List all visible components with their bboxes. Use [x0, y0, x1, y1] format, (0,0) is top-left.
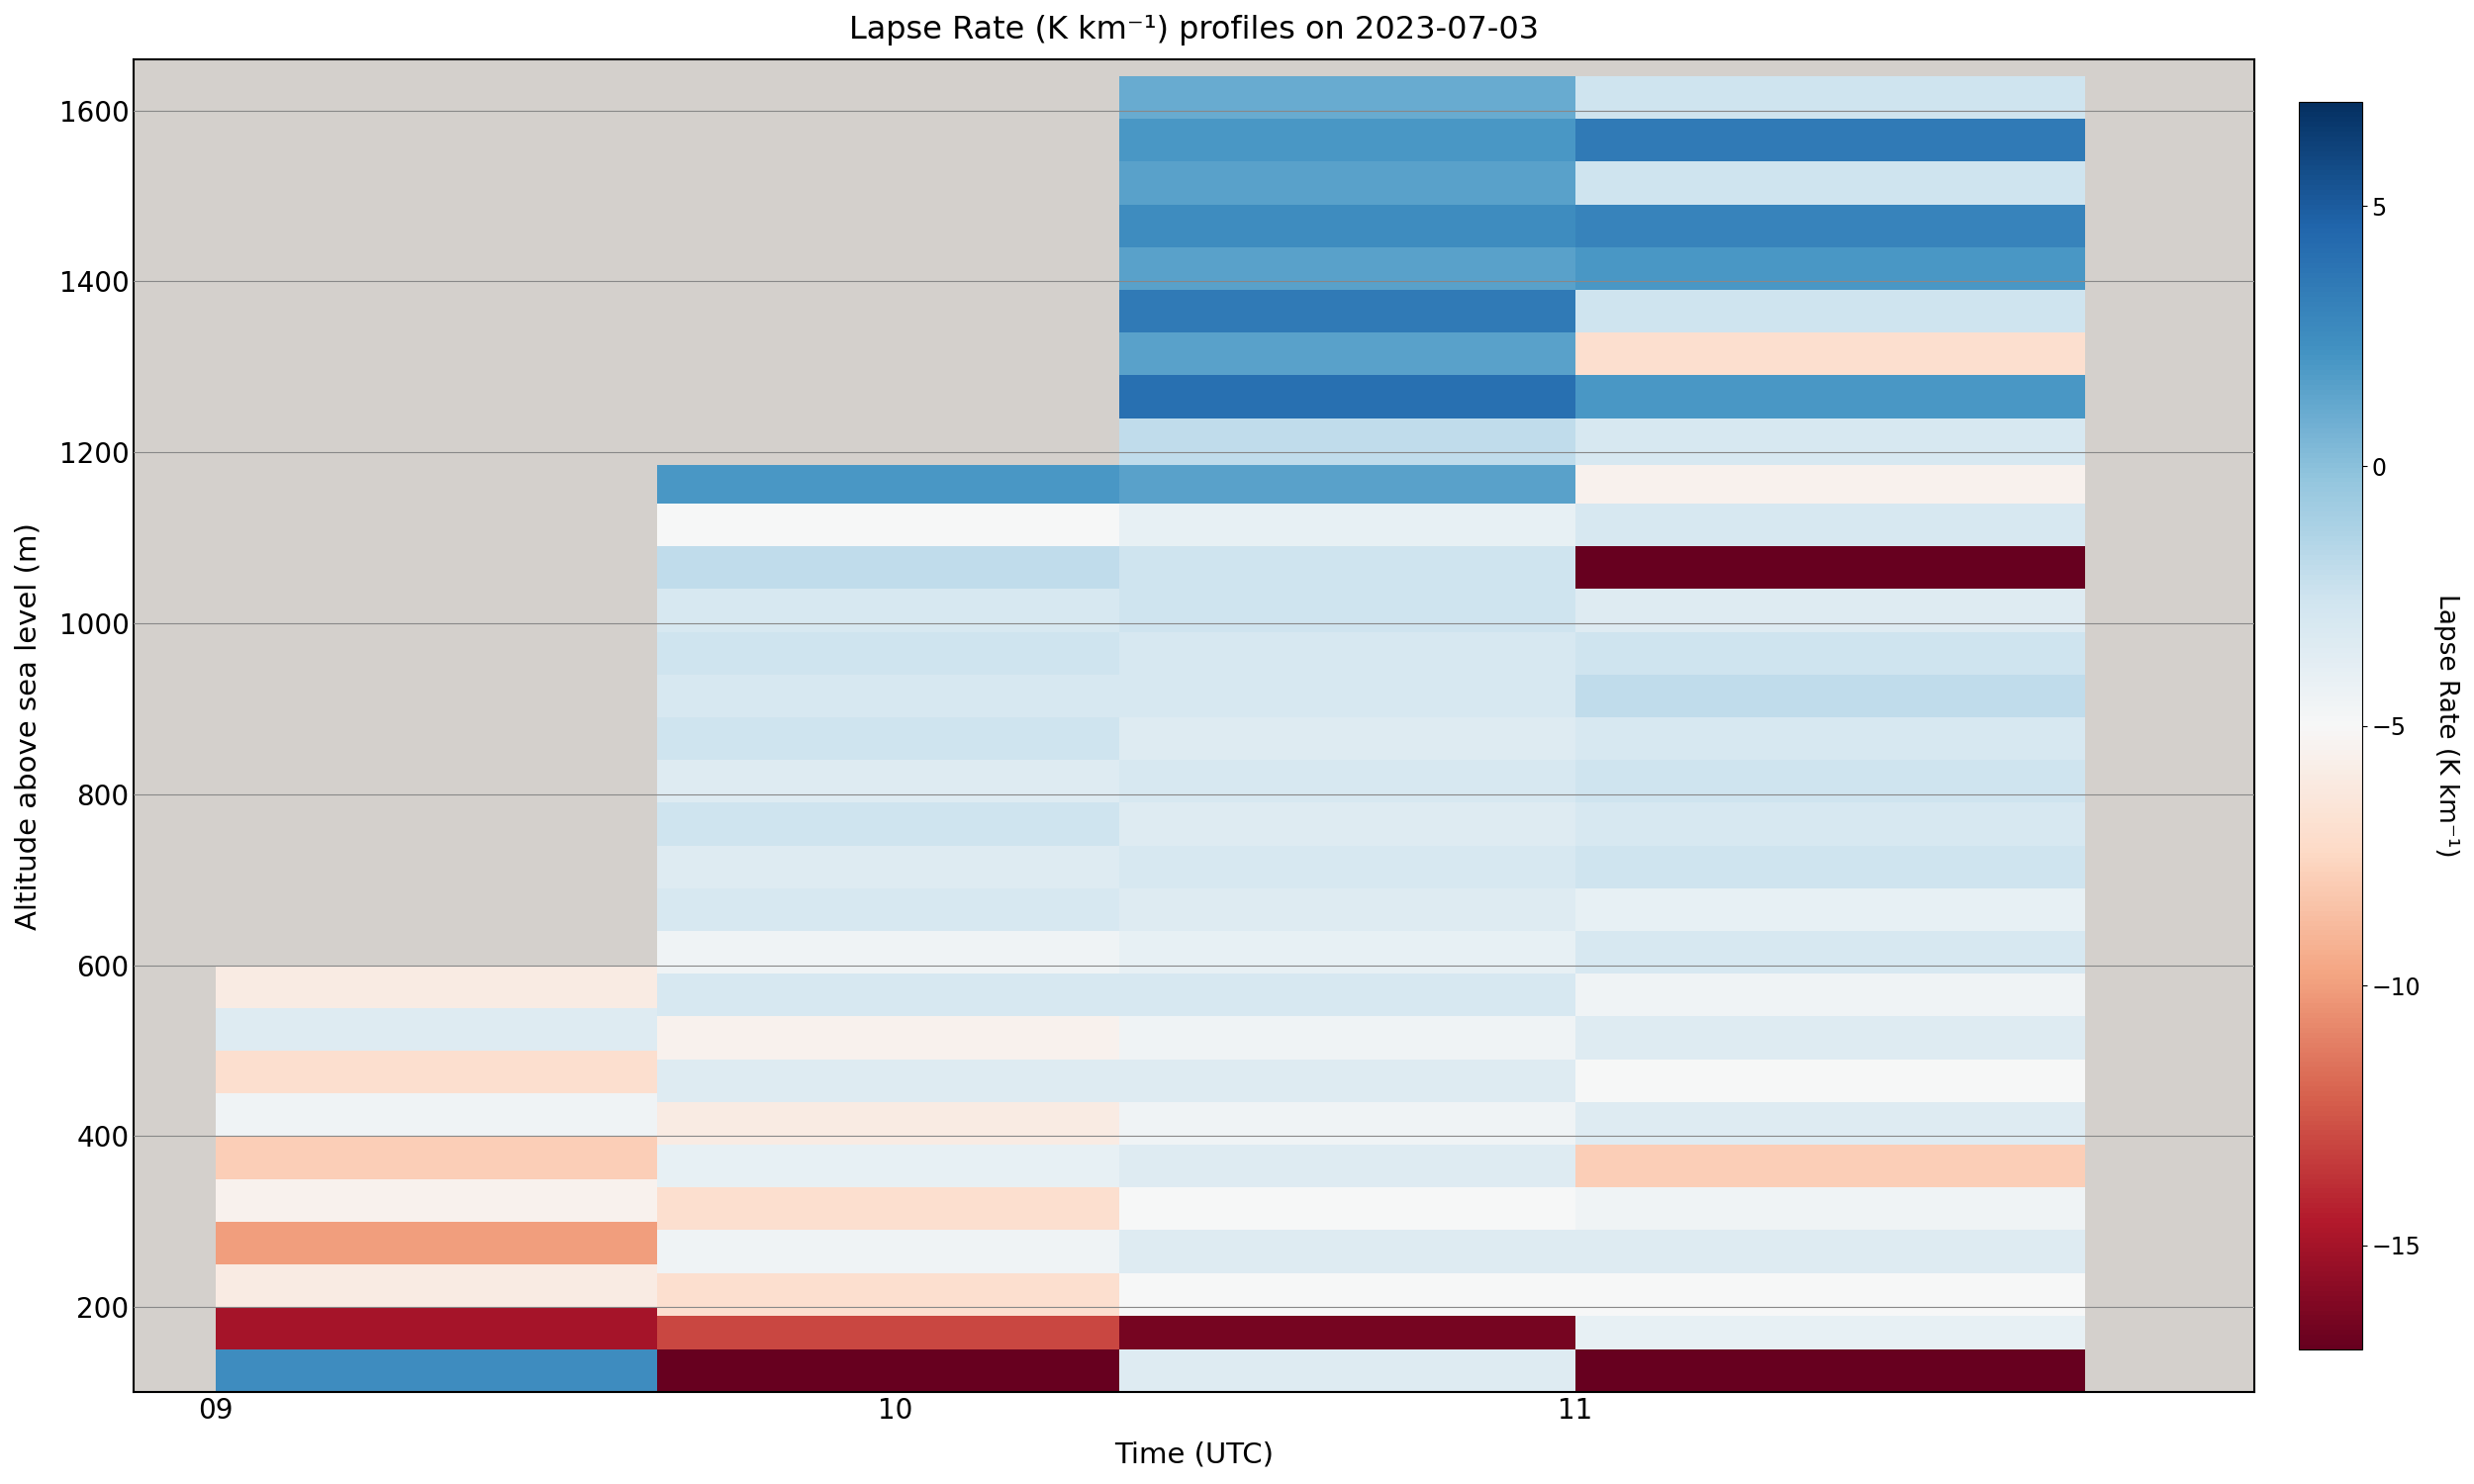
- Bar: [658, 930, 1121, 974]
- Bar: [1121, 248, 1576, 289]
- Bar: [1121, 1230, 1576, 1273]
- Bar: [1121, 1144, 1576, 1187]
- Y-axis label: Altitude above sea level (m): Altitude above sea level (m): [15, 522, 42, 929]
- Bar: [1576, 162, 2086, 205]
- Bar: [658, 546, 1121, 589]
- Bar: [1121, 675, 1576, 717]
- Bar: [1576, 1350, 2086, 1392]
- Bar: [215, 1051, 658, 1094]
- Bar: [1576, 375, 2086, 418]
- Bar: [1576, 332, 2086, 375]
- Bar: [215, 965, 658, 1008]
- Bar: [215, 1307, 658, 1350]
- Bar: [1576, 503, 2086, 546]
- Bar: [1576, 1315, 2086, 1350]
- Bar: [1576, 760, 2086, 803]
- Bar: [1576, 717, 2086, 760]
- Bar: [1121, 162, 1576, 205]
- Bar: [1121, 464, 1576, 503]
- Bar: [658, 589, 1121, 632]
- Bar: [1576, 803, 2086, 846]
- Bar: [1576, 889, 2086, 930]
- Bar: [658, 1144, 1121, 1187]
- Bar: [1576, 675, 2086, 717]
- Bar: [1121, 1273, 1576, 1315]
- Bar: [658, 1187, 1121, 1230]
- Bar: [1121, 930, 1576, 974]
- Bar: [215, 1264, 658, 1307]
- Bar: [1576, 1060, 2086, 1103]
- Bar: [215, 1137, 658, 1178]
- Bar: [658, 1273, 1121, 1315]
- Bar: [215, 1350, 658, 1392]
- Bar: [1576, 248, 2086, 289]
- Bar: [658, 803, 1121, 846]
- Bar: [658, 1230, 1121, 1273]
- Bar: [1121, 1350, 1576, 1392]
- Bar: [1121, 1017, 1576, 1060]
- Bar: [658, 1060, 1121, 1103]
- Bar: [1121, 375, 1576, 418]
- Bar: [1121, 119, 1576, 162]
- Bar: [658, 846, 1121, 889]
- Bar: [1576, 1230, 2086, 1273]
- Bar: [215, 1094, 658, 1137]
- Bar: [1576, 1144, 2086, 1187]
- X-axis label: Time (UTC): Time (UTC): [1116, 1441, 1274, 1469]
- Bar: [1121, 76, 1576, 119]
- Bar: [1121, 1187, 1576, 1230]
- Bar: [1121, 889, 1576, 930]
- Bar: [658, 464, 1121, 503]
- Bar: [658, 974, 1121, 1017]
- Bar: [1121, 1315, 1576, 1350]
- Bar: [1576, 546, 2086, 589]
- Bar: [1576, 418, 2086, 464]
- Bar: [658, 1103, 1121, 1144]
- Bar: [215, 1008, 658, 1051]
- Bar: [215, 1221, 658, 1264]
- Bar: [1576, 1103, 2086, 1144]
- Bar: [1121, 589, 1576, 632]
- Bar: [1121, 289, 1576, 332]
- Bar: [1121, 974, 1576, 1017]
- Bar: [658, 1350, 1121, 1392]
- Y-axis label: Lapse Rate (K km⁻¹): Lapse Rate (K km⁻¹): [2434, 594, 2459, 858]
- Bar: [658, 632, 1121, 675]
- Bar: [1121, 546, 1576, 589]
- Bar: [1121, 503, 1576, 546]
- Bar: [1576, 1017, 2086, 1060]
- Bar: [658, 503, 1121, 546]
- Bar: [1121, 717, 1576, 760]
- Bar: [1576, 846, 2086, 889]
- Bar: [1121, 1060, 1576, 1103]
- Bar: [658, 1017, 1121, 1060]
- Bar: [1121, 418, 1576, 464]
- Bar: [658, 675, 1121, 717]
- Bar: [1121, 205, 1576, 248]
- Bar: [1121, 632, 1576, 675]
- Bar: [658, 889, 1121, 930]
- Bar: [1121, 760, 1576, 803]
- Bar: [1576, 205, 2086, 248]
- Bar: [1576, 1187, 2086, 1230]
- Bar: [1121, 846, 1576, 889]
- Bar: [1576, 974, 2086, 1017]
- Bar: [1576, 632, 2086, 675]
- Title: Lapse Rate (K km⁻¹) profiles on 2023-07-03: Lapse Rate (K km⁻¹) profiles on 2023-07-…: [849, 15, 1539, 46]
- Bar: [1576, 1273, 2086, 1315]
- Bar: [658, 760, 1121, 803]
- Bar: [1576, 589, 2086, 632]
- Bar: [1121, 1103, 1576, 1144]
- Bar: [1576, 930, 2086, 974]
- Bar: [1121, 332, 1576, 375]
- Bar: [658, 717, 1121, 760]
- Bar: [1576, 76, 2086, 119]
- Bar: [215, 1178, 658, 1221]
- Bar: [1576, 464, 2086, 503]
- Bar: [1576, 119, 2086, 162]
- Bar: [1576, 289, 2086, 332]
- Bar: [1121, 803, 1576, 846]
- Bar: [658, 1315, 1121, 1350]
